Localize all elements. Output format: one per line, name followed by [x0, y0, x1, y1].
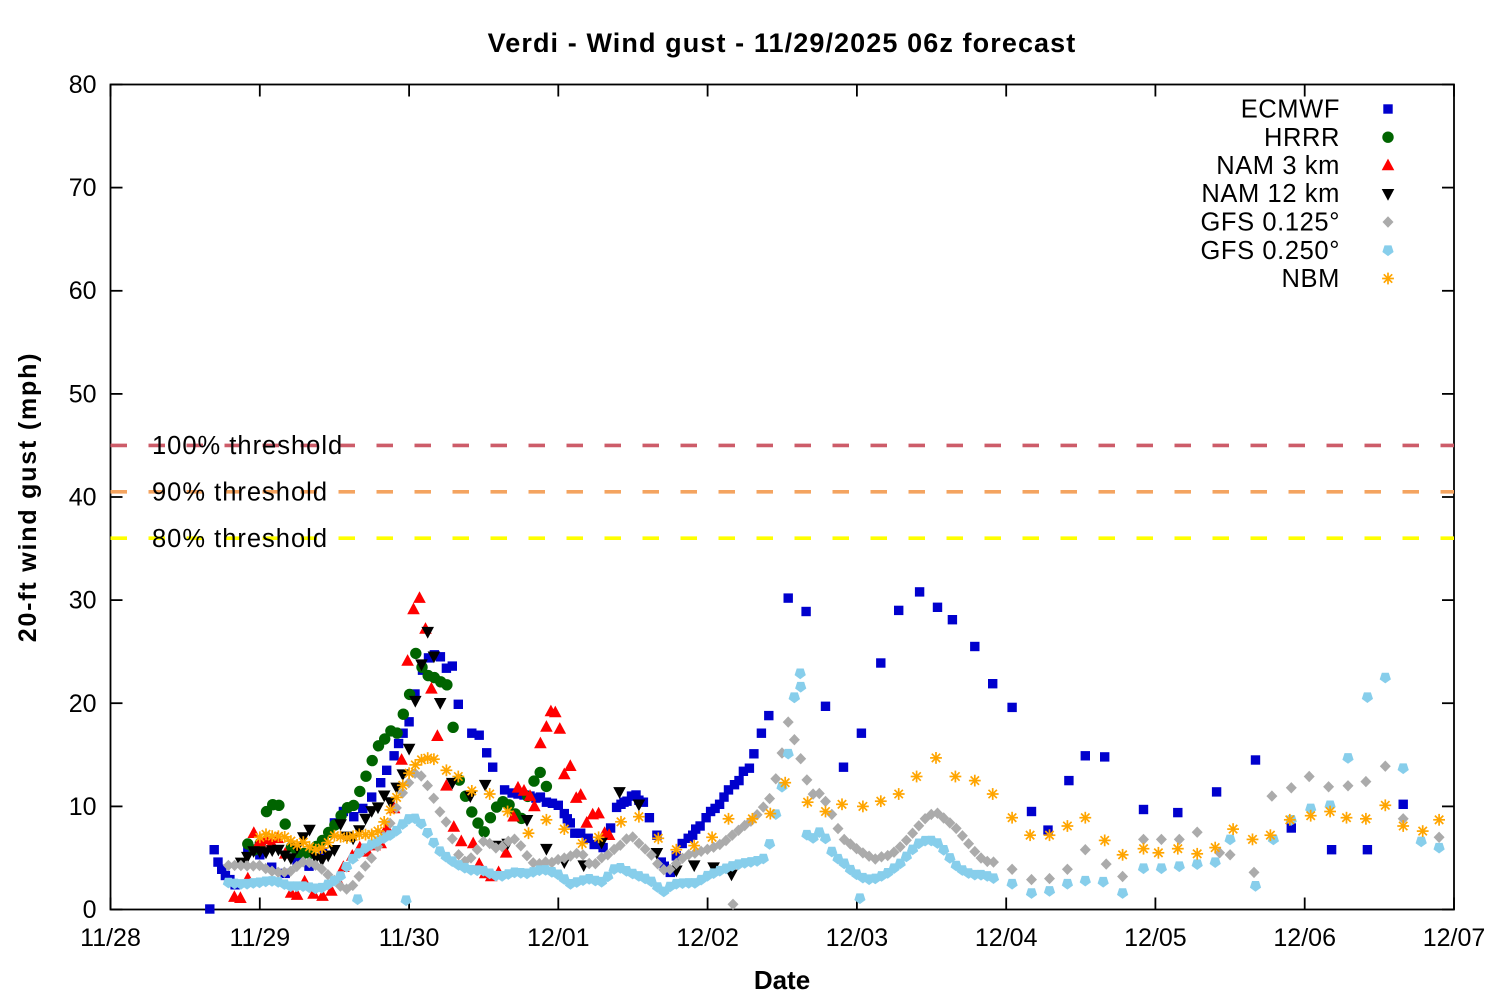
svg-text:GFS 0.250°: GFS 0.250°	[1200, 237, 1340, 265]
svg-text:100% threshold: 100% threshold	[152, 432, 343, 460]
svg-text:Date: Date	[754, 965, 810, 995]
svg-text:70: 70	[69, 174, 97, 202]
svg-text:11/28: 11/28	[80, 924, 141, 952]
svg-text:HRRR: HRRR	[1264, 124, 1340, 152]
svg-text:12/01: 12/01	[527, 924, 590, 952]
svg-text:80% threshold: 80% threshold	[152, 525, 328, 553]
svg-text:NBM: NBM	[1282, 265, 1340, 293]
svg-text:40: 40	[69, 484, 97, 512]
svg-text:Verdi - Wind gust - 11/29/2025: Verdi - Wind gust - 11/29/2025 06z forec…	[488, 28, 1077, 58]
svg-text:12/02: 12/02	[676, 924, 739, 952]
svg-text:60: 60	[69, 277, 97, 305]
svg-text:30: 30	[69, 587, 97, 615]
svg-text:90% threshold: 90% threshold	[152, 478, 328, 506]
svg-text:20-ft wind gust (mph): 20-ft wind gust (mph)	[14, 352, 42, 643]
svg-text:0: 0	[83, 896, 97, 924]
svg-text:12/06: 12/06	[1273, 924, 1336, 952]
svg-text:11/29: 11/29	[229, 924, 290, 952]
svg-text:12/03: 12/03	[826, 924, 889, 952]
svg-text:12/07: 12/07	[1423, 924, 1486, 952]
svg-text:GFS 0.125°: GFS 0.125°	[1200, 209, 1340, 237]
svg-text:10: 10	[69, 793, 97, 821]
svg-text:12/05: 12/05	[1124, 924, 1187, 952]
svg-text:80: 80	[69, 71, 97, 99]
svg-text:50: 50	[69, 380, 97, 408]
svg-text:11/30: 11/30	[379, 924, 440, 952]
svg-text:20: 20	[69, 690, 97, 718]
svg-text:ECMWF: ECMWF	[1241, 96, 1340, 124]
svg-text:12/04: 12/04	[975, 924, 1038, 952]
svg-text:NAM 3 km: NAM 3 km	[1216, 152, 1340, 180]
svg-text:NAM 12 km: NAM 12 km	[1201, 180, 1340, 208]
